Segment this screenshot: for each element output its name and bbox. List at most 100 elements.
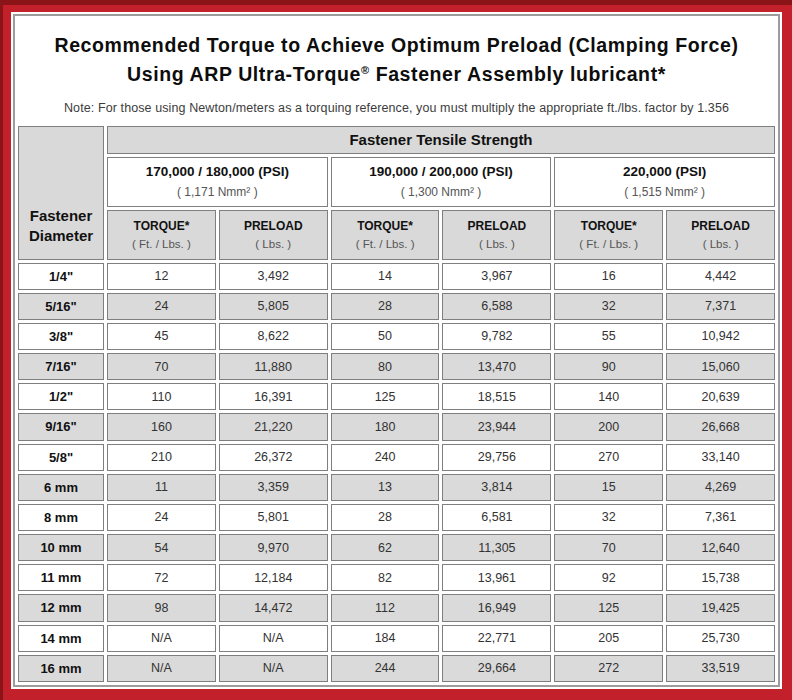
fastener-diameter-cell: 11 mm bbox=[18, 564, 104, 591]
preload-value-cell: 26,668 bbox=[666, 413, 775, 440]
nmm-value: ( 1,515 Nmm² ) bbox=[557, 185, 772, 199]
preload-value-cell: 16,391 bbox=[219, 383, 328, 410]
fastener-diameter-cell: 14 mm bbox=[18, 625, 104, 652]
torque-value-cell: 54 bbox=[107, 534, 216, 561]
torque-value-cell: 32 bbox=[554, 504, 663, 531]
table-row: 6 mm113,359133,814154,269 bbox=[18, 474, 775, 501]
preload-value-cell: 25,730 bbox=[666, 625, 775, 652]
torque-label: TORQUE* bbox=[334, 219, 437, 233]
torque-value-cell: 140 bbox=[554, 383, 663, 410]
preload-value-cell: N/A bbox=[219, 655, 328, 682]
fastener-diameter-cell: 10 mm bbox=[18, 534, 104, 561]
preload-value-cell: 6,588 bbox=[442, 293, 551, 320]
torque-value-cell: 62 bbox=[331, 534, 440, 561]
fastener-diameter-cell: 7/16" bbox=[18, 353, 104, 380]
page-title-line1: Recommended Torque to Achieve Optimum Pr… bbox=[23, 31, 770, 60]
table-row: 5/16"245,805286,588327,371 bbox=[18, 293, 775, 320]
torque-value-cell: 13 bbox=[331, 474, 440, 501]
psi-group-header-220: 220,000 (PSI) ( 1,515 Nmm² ) bbox=[554, 157, 775, 207]
psi-group-header-190-200: 190,000 / 200,000 (PSI) ( 1,300 Nmm² ) bbox=[331, 157, 552, 207]
torque-value-cell: 24 bbox=[107, 504, 216, 531]
torque-value-cell: 98 bbox=[107, 594, 216, 621]
torque-value-cell: 90 bbox=[554, 353, 663, 380]
preload-value-cell: 9,970 bbox=[219, 534, 328, 561]
torque-column-header: TORQUE* ( Ft. / Lbs. ) bbox=[107, 210, 216, 260]
table-row: 16 mmN/AN/A24429,66427233,519 bbox=[18, 655, 775, 682]
torque-value-cell: 15 bbox=[554, 474, 663, 501]
red-border-frame: Recommended Torque to Achieve Optimum Pr… bbox=[0, 0, 792, 700]
tensile-strength-row: Fastener Diameter Fastener Tensile Stren… bbox=[18, 126, 775, 154]
table-row: 8 mm245,801286,581327,361 bbox=[18, 504, 775, 531]
torque-value-cell: 50 bbox=[331, 323, 440, 350]
preload-value-cell: 6,581 bbox=[442, 504, 551, 531]
table-row: 14 mmN/AN/A18422,77120525,730 bbox=[18, 625, 775, 652]
torque-label: TORQUE* bbox=[557, 219, 660, 233]
preload-value-cell: 23,944 bbox=[442, 413, 551, 440]
preload-value-cell: 4,442 bbox=[666, 263, 775, 290]
torque-value-cell: 14 bbox=[331, 263, 440, 290]
torque-value-cell: 32 bbox=[554, 293, 663, 320]
torque-value-cell: 210 bbox=[107, 444, 216, 471]
corner-label-line1: Fastener bbox=[21, 206, 101, 226]
fastener-diameter-cell: 1/4" bbox=[18, 263, 104, 290]
preload-unit: ( Lbs. ) bbox=[222, 238, 325, 250]
table-row: 5/8"21026,37224029,75627033,140 bbox=[18, 444, 775, 471]
preload-value-cell: 26,372 bbox=[219, 444, 328, 471]
fastener-diameter-cell: 9/16" bbox=[18, 413, 104, 440]
preload-value-cell: 7,361 bbox=[666, 504, 775, 531]
torque-value-cell: N/A bbox=[107, 655, 216, 682]
column-units-row: TORQUE* ( Ft. / Lbs. ) PRELOAD ( Lbs. ) … bbox=[18, 210, 775, 260]
torque-value-cell: 55 bbox=[554, 323, 663, 350]
registered-trademark-symbol: ® bbox=[361, 64, 370, 76]
preload-value-cell: 11,305 bbox=[442, 534, 551, 561]
preload-value-cell: 3,967 bbox=[442, 263, 551, 290]
torque-table-body: 1/4"123,492143,967164,4425/16"245,805286… bbox=[18, 263, 775, 683]
content-panel: Recommended Torque to Achieve Optimum Pr… bbox=[13, 14, 780, 687]
psi-group-row: 170,000 / 180,000 (PSI) ( 1,171 Nmm² ) 1… bbox=[18, 157, 775, 207]
table-row: 7/16"7011,8808013,4709015,060 bbox=[18, 353, 775, 380]
preload-value-cell: 5,801 bbox=[219, 504, 328, 531]
preload-value-cell: 15,060 bbox=[666, 353, 775, 380]
torque-column-header: TORQUE* ( Ft. / Lbs. ) bbox=[554, 210, 663, 260]
preload-value-cell: N/A bbox=[219, 625, 328, 652]
torque-value-cell: 70 bbox=[107, 353, 216, 380]
fastener-diameter-cell: 8 mm bbox=[18, 504, 104, 531]
torque-value-cell: 125 bbox=[554, 594, 663, 621]
torque-unit: ( Ft. / Lbs. ) bbox=[334, 238, 437, 250]
preload-value-cell: 12,640 bbox=[666, 534, 775, 561]
psi-value: 220,000 (PSI) bbox=[557, 164, 772, 179]
torque-value-cell: 16 bbox=[554, 263, 663, 290]
preload-value-cell: 22,771 bbox=[442, 625, 551, 652]
torque-value-cell: 272 bbox=[554, 655, 663, 682]
torque-value-cell: 82 bbox=[331, 564, 440, 591]
preload-column-header: PRELOAD ( Lbs. ) bbox=[219, 210, 328, 260]
preload-column-header: PRELOAD ( Lbs. ) bbox=[666, 210, 775, 260]
torque-value-cell: 28 bbox=[331, 504, 440, 531]
preload-value-cell: 14,472 bbox=[219, 594, 328, 621]
fastener-diameter-corner-header: Fastener Diameter bbox=[18, 126, 104, 260]
conversion-note: Note: For those using Newton/meters as a… bbox=[23, 101, 770, 115]
torque-value-cell: 80 bbox=[331, 353, 440, 380]
preload-value-cell: 5,805 bbox=[219, 293, 328, 320]
fastener-diameter-cell: 1/2" bbox=[18, 383, 104, 410]
fastener-diameter-cell: 12 mm bbox=[18, 594, 104, 621]
preload-value-cell: 29,756 bbox=[442, 444, 551, 471]
table-row: 1/2"11016,39112518,51514020,639 bbox=[18, 383, 775, 410]
fastener-diameter-cell: 5/8" bbox=[18, 444, 104, 471]
table-row: 11 mm7212,1848213,9619215,738 bbox=[18, 564, 775, 591]
preload-value-cell: 7,371 bbox=[666, 293, 775, 320]
preload-value-cell: 4,269 bbox=[666, 474, 775, 501]
preload-value-cell: 8,622 bbox=[219, 323, 328, 350]
preload-value-cell: 13,470 bbox=[442, 353, 551, 380]
preload-label: PRELOAD bbox=[669, 219, 772, 233]
page-title-line2: Using ARP Ultra-Torque® Fastener Assembl… bbox=[23, 60, 770, 89]
table-row: 10 mm549,9706211,3057012,640 bbox=[18, 534, 775, 561]
torque-value-cell: 110 bbox=[107, 383, 216, 410]
preload-value-cell: 10,942 bbox=[666, 323, 775, 350]
torque-value-cell: 112 bbox=[331, 594, 440, 621]
preload-value-cell: 11,880 bbox=[219, 353, 328, 380]
fastener-diameter-cell: 6 mm bbox=[18, 474, 104, 501]
torque-table: Fastener Diameter Fastener Tensile Stren… bbox=[15, 123, 778, 686]
preload-label: PRELOAD bbox=[445, 219, 548, 233]
nmm-value: ( 1,300 Nmm² ) bbox=[334, 185, 549, 199]
